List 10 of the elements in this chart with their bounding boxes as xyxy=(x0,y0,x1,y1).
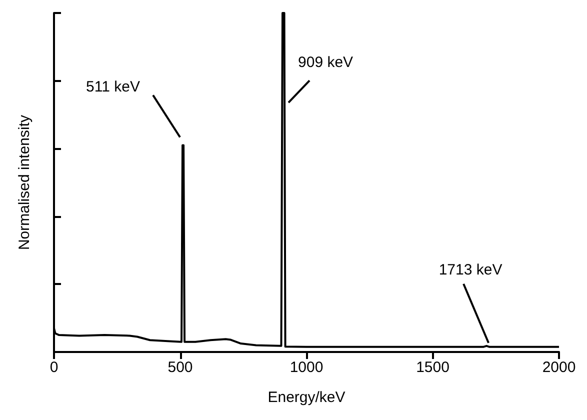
annotation: 1713 keV xyxy=(438,261,502,278)
x-tick-label: 500 xyxy=(168,359,193,376)
x-tick-label: 2000 xyxy=(542,359,576,376)
annotation: 909 keV xyxy=(298,54,354,72)
x-axis-title: Energy/keV xyxy=(268,389,346,406)
x-tick-label: 0 xyxy=(50,359,58,376)
y-axis-title: Normalised intensity xyxy=(16,114,33,250)
x-tick-label: 1500 xyxy=(416,359,450,376)
annotation: 511 keV xyxy=(86,78,140,96)
x-tick-label: 1000 xyxy=(290,359,324,376)
